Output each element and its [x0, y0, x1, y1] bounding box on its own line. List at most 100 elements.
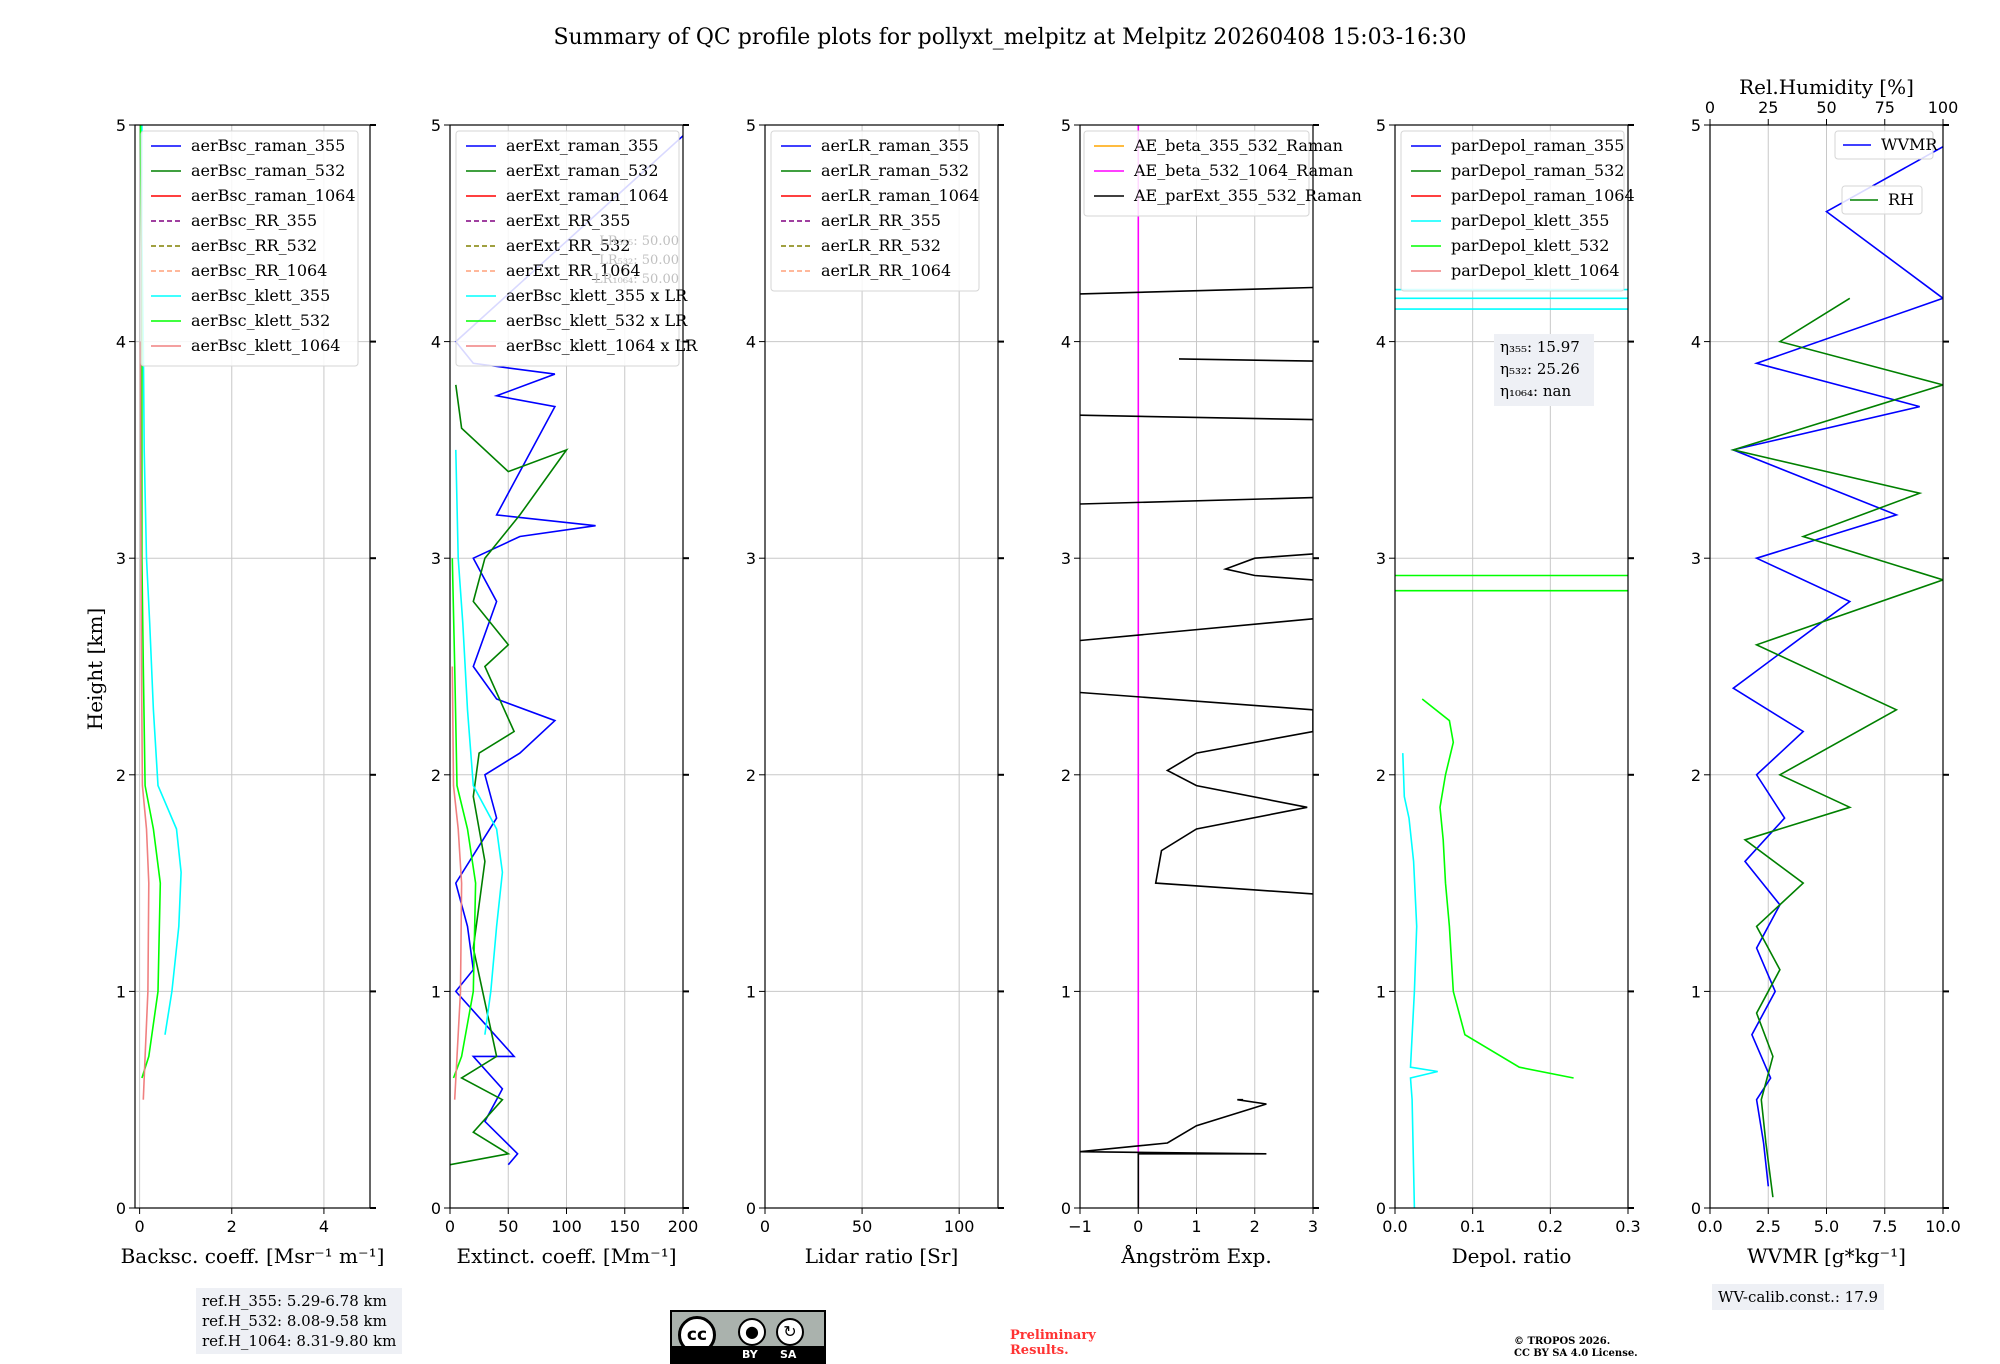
copyright-line-1: © TROPOS 2026.: [1514, 1336, 1611, 1347]
legend-label: aerLR_RR_532: [821, 236, 941, 255]
legend-label: aerBsc_raman_1064: [191, 186, 356, 205]
cc-strip: BY SA: [672, 1346, 824, 1362]
legend-box: [770, 130, 980, 292]
y-tick-label: 5: [1376, 116, 1386, 135]
legend-label: AE_beta_532_1064_Raman: [1133, 161, 1353, 180]
cc-sa-label: SA: [780, 1348, 797, 1361]
x-tick-label: 7.5: [1872, 1217, 1897, 1236]
top-tick-label: 100: [1928, 98, 1959, 117]
x-tick-label: 0: [445, 1217, 455, 1236]
y-tick-label: 2: [1061, 766, 1071, 785]
ref-height-532: ref.H_532: 8.08-9.58 km: [202, 1312, 387, 1330]
series-line-RH: [1730, 297, 1943, 1198]
legend-label: aerLR_RR_355: [821, 211, 941, 230]
panel-5: 0.0 0.1 0.2 0.3 0 1 2 3 4 5 Depol. ratio parDepol_r…: [1376, 116, 1641, 1268]
x-tick-label: 0.2: [1538, 1217, 1563, 1236]
axes-frame: [1394, 124, 1629, 1209]
y-tick-label: 4: [746, 333, 756, 352]
legend-label: aerExt_raman_355: [506, 136, 659, 155]
wv-calib-box: WV-calib.const.: 17.9: [1712, 1284, 1885, 1310]
x-tick-label: 100: [551, 1217, 582, 1236]
y-tick-label: 3: [1061, 549, 1071, 568]
y-tick-label: 2: [431, 766, 441, 785]
legend-label: parDepol_klett_355: [1451, 211, 1609, 230]
eta-box: [1494, 334, 1594, 406]
axes-frame: [764, 124, 999, 1209]
eta-annotation: η₁₀₆₄: nan: [1500, 382, 1571, 400]
panels: 0 2 4 0 1 2 3 4 5 Backsc. coeff. [Msr⁻¹ m⁻¹] aerBs…: [116, 75, 1961, 1268]
y-tick-label: 3: [116, 549, 126, 568]
y-tick-label: 3: [746, 549, 756, 568]
legend-label: aerExt_raman_1064: [506, 186, 669, 205]
legend-label: aerBsc_klett_532: [191, 311, 330, 330]
x-tick-label: 5.0: [1814, 1217, 1839, 1236]
panel-2: 0 50 100 150 200 0 1 2 3 4 5 Extinct. coeff. [Mm⁻¹]…: [431, 116, 698, 1268]
x-tick-label: 0: [1133, 1217, 1143, 1236]
x-axis-label: Ångström Exp.: [1120, 1243, 1271, 1268]
x-tick-label: 50: [852, 1217, 872, 1236]
lr-annotation: LR₁₀₆₄: 50.00: [594, 272, 679, 287]
y-tick-label: 0: [1691, 1199, 1701, 1218]
series-group: [1080, 125, 1313, 1208]
legend-label: aerLR_raman_1064: [821, 186, 979, 205]
y-tick-label: 2: [746, 766, 756, 785]
y-tick-label: 0: [1061, 1199, 1071, 1218]
x-tick-label: 2: [1250, 1217, 1260, 1236]
legend-box: [1834, 130, 1934, 160]
y-tick-label: 5: [116, 116, 126, 135]
y-tick-label: 2: [116, 766, 126, 785]
series-line-AE_parExt_355_532_Raman_g: [1178, 358, 1313, 362]
panel-6: 0.0 2.5 5.0 7.5 10.0 0 1 2 3 4 5 WVMR [g*kg⁻¹] Rel.H…: [1691, 75, 1961, 1268]
lr-annotation: LR₅₃₂: 50.00: [599, 253, 679, 268]
cc-by-label: BY: [742, 1348, 758, 1361]
cc-license-badge: cc ● ↻ BY SA: [670, 1310, 826, 1364]
y-tick-label: 4: [1691, 333, 1701, 352]
legend-label: AE_beta_355_532_Raman: [1133, 136, 1343, 155]
y-tick-label: 1: [746, 982, 756, 1001]
panel-3: 0 50 100 0 1 2 3 4 5 Lidar ratio [Sr] aerLR_raman_…: [746, 116, 1004, 1268]
legend-label: parDepol_raman_532: [1451, 161, 1624, 180]
x-tick-label: 3: [1308, 1217, 1318, 1236]
series-group: [1730, 146, 1943, 1198]
y-tick-label: 4: [1061, 333, 1071, 352]
series-line-AE_parExt_355_532_Raman_c: [1080, 618, 1313, 642]
legend-box: [1400, 130, 1625, 292]
y-tick-label: 3: [1691, 549, 1701, 568]
x-tick-label: 4: [319, 1217, 329, 1236]
y-tick-label: 4: [1376, 333, 1386, 352]
ref-height-355: ref.H_355: 5.29-6.78 km: [202, 1292, 387, 1310]
series-line-AE_parExt_355_532_Raman_f: [1080, 414, 1313, 421]
y-axis-label: Height [km]: [83, 608, 107, 730]
sa-icon: ↻: [776, 1318, 804, 1346]
y-tick-label: 0: [116, 1199, 126, 1218]
legend-label: aerLR_raman_355: [821, 136, 969, 155]
preliminary-note: Preliminary Results.: [1010, 1328, 1096, 1358]
top-tick-label: 25: [1758, 98, 1778, 117]
x-tick-label: 0.0: [1382, 1217, 1407, 1236]
y-tick-label: 2: [1691, 766, 1701, 785]
series-line-aerBsc_klett_532: [139, 125, 162, 1079]
legend-box: [455, 130, 680, 367]
series-line-aerBsc_klett_355 x LR: [455, 449, 504, 1035]
axes-frame: [134, 124, 371, 1209]
legend-label: parDepol_klett_1064: [1451, 261, 1620, 280]
x-tick-label: 200: [668, 1217, 699, 1236]
y-tick-label: 3: [431, 549, 441, 568]
series-line-WVMR: [1730, 146, 1943, 1187]
x-tick-label: 0.1: [1460, 1217, 1485, 1236]
legend-label: aerBsc_klett_355 x LR: [506, 286, 688, 305]
x-tick-label: 10.0: [1925, 1217, 1961, 1236]
x-tick-label: 100: [944, 1217, 975, 1236]
top-tick-label: 50: [1816, 98, 1836, 117]
ref-height-box: ref.H_355: 5.29-6.78 km ref.H_532: 8.08-…: [196, 1288, 403, 1354]
legend-label: aerBsc_raman_355: [191, 136, 345, 155]
legend-label: aerExt_RR_355: [506, 211, 630, 230]
x-axis-label: Depol. ratio: [1452, 1244, 1572, 1268]
series-line-AE_parExt_355_532_Raman_e: [1080, 496, 1313, 505]
x-axis-label: Lidar ratio [Sr]: [805, 1244, 959, 1268]
y-tick-label: 5: [1691, 116, 1701, 135]
legend-label: aerBsc_klett_1064 x LR: [506, 336, 698, 355]
legend-label: RH: [1888, 190, 1914, 209]
series-group: [450, 135, 683, 1166]
